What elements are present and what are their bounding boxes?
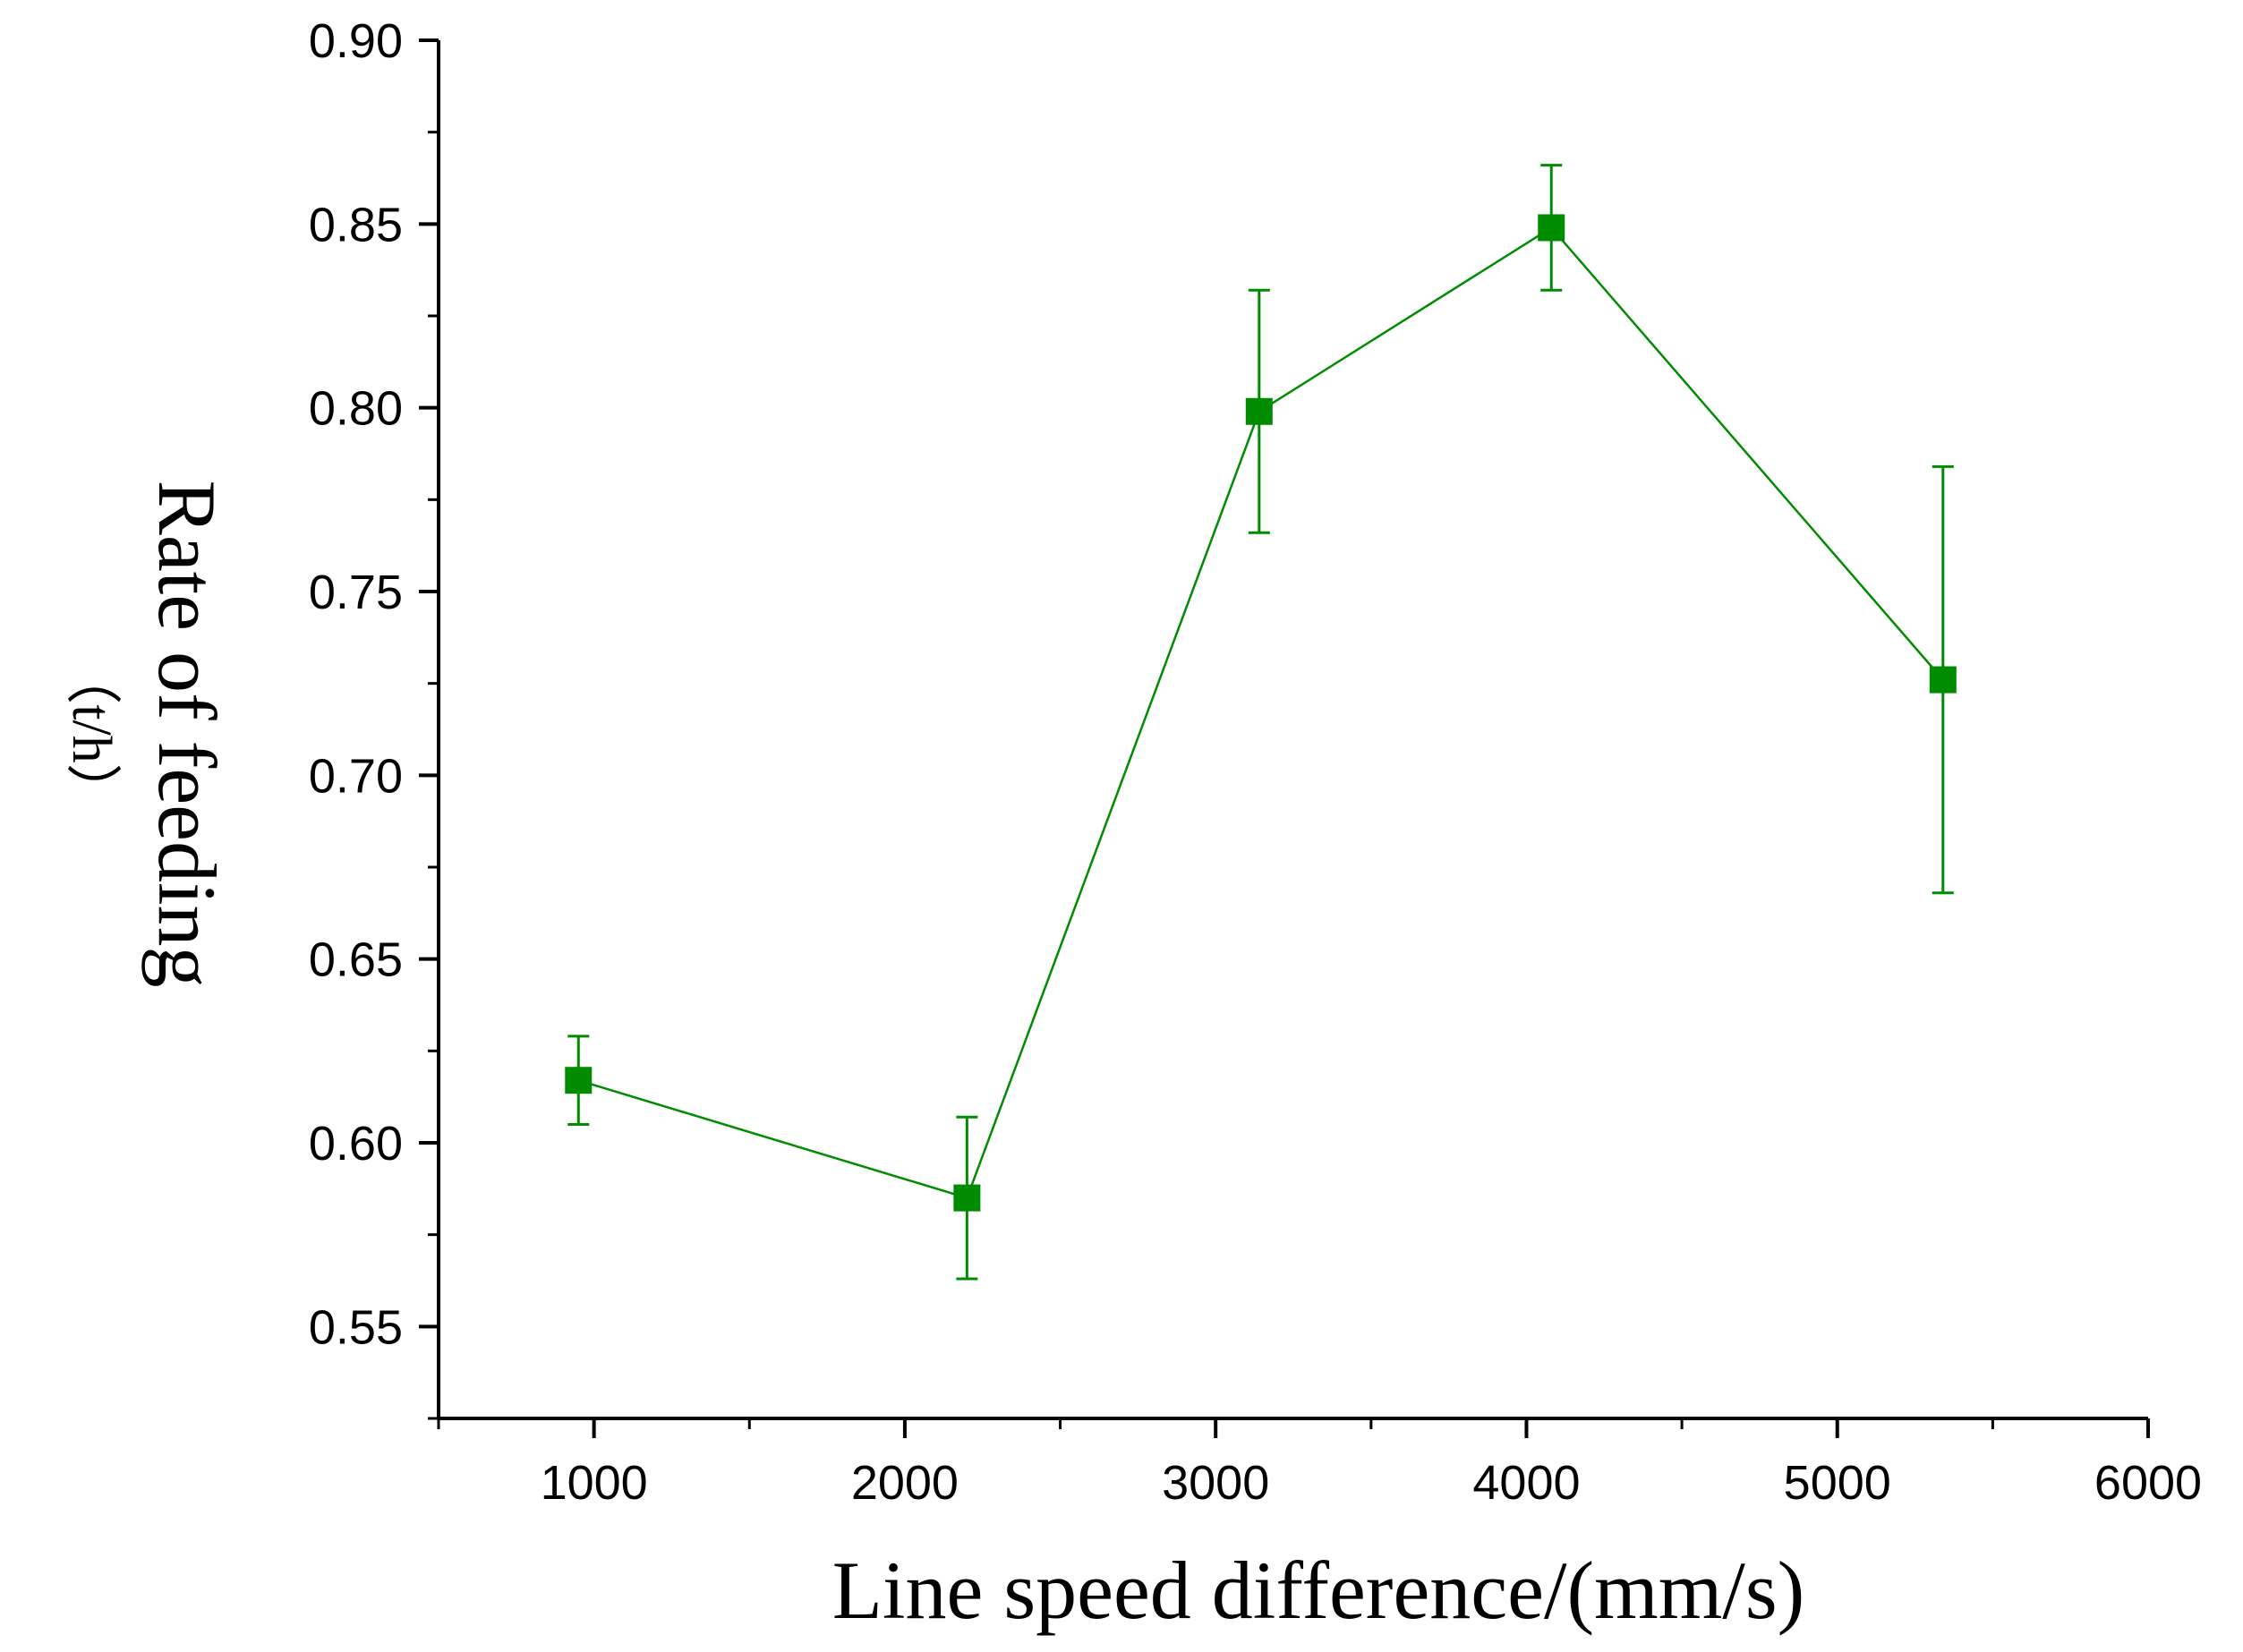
y-axis-unit: （t/h） bbox=[61, 649, 122, 818]
y-tick-label: 0.80 bbox=[309, 382, 403, 436]
axes-layer: 1000 2000 3000 4000 5000 6000 0.55 0.60 0.65 0.70… bbox=[309, 14, 2202, 1510]
y-tick-label: 0.60 bbox=[309, 1117, 403, 1171]
x-tick-label: 3000 bbox=[1162, 1456, 1269, 1510]
x-axis-title: Line speed difference/(mm/s) bbox=[832, 1545, 1805, 1636]
series-line bbox=[577, 226, 1944, 1200]
x-tick-label: 1000 bbox=[541, 1456, 648, 1510]
y-tick-label: 0.65 bbox=[309, 933, 403, 987]
x-tick-label: 4000 bbox=[1472, 1456, 1580, 1510]
y-tick-label: 0.85 bbox=[309, 198, 403, 251]
y-tick-label: 0.70 bbox=[309, 749, 403, 803]
x-tick-label: 2000 bbox=[851, 1456, 959, 1510]
data-point-marker bbox=[565, 1067, 593, 1094]
data-point-marker bbox=[1245, 397, 1273, 425]
y-tick-label: 0.90 bbox=[309, 14, 403, 68]
series-layer bbox=[565, 164, 1957, 1281]
x-tick-label: 5000 bbox=[1784, 1456, 1891, 1510]
y-tick-label: 0.75 bbox=[309, 566, 403, 619]
data-point-marker bbox=[1538, 214, 1565, 242]
data-point-marker bbox=[953, 1184, 981, 1212]
data-point-marker bbox=[1929, 666, 1957, 694]
y-axis-title: Rate of feeding bbox=[141, 480, 233, 987]
x-tick-label: 6000 bbox=[2094, 1456, 2202, 1510]
y-tick-label: 0.55 bbox=[309, 1300, 403, 1354]
